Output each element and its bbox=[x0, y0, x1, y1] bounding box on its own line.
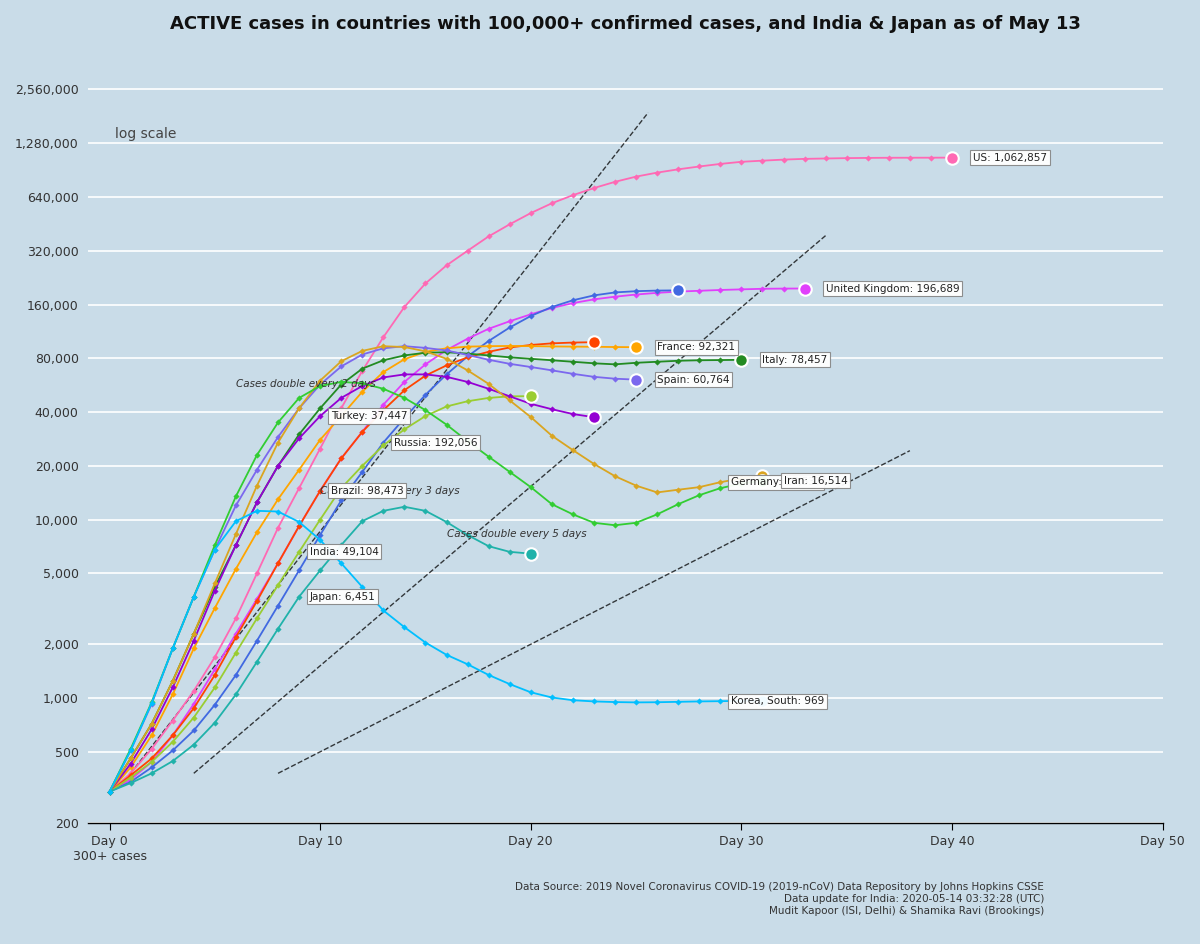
Text: log scale: log scale bbox=[115, 127, 176, 142]
Title: ACTIVE cases in countries with 100,000+ confirmed cases, and India & Japan as of: ACTIVE cases in countries with 100,000+ … bbox=[170, 15, 1081, 33]
Text: Japan: 6,451: Japan: 6,451 bbox=[310, 592, 376, 601]
Text: Spain: 60,764: Spain: 60,764 bbox=[658, 375, 730, 384]
Text: Brazil: 98,473: Brazil: 98,473 bbox=[331, 486, 403, 496]
Text: Iran: 16,514: Iran: 16,514 bbox=[784, 476, 847, 486]
Text: US: 1,062,857: US: 1,062,857 bbox=[973, 153, 1048, 162]
Text: Cases double every 3 days: Cases double every 3 days bbox=[320, 485, 460, 496]
Text: United Kingdom: 196,689: United Kingdom: 196,689 bbox=[826, 283, 959, 294]
Text: Italy: 78,457: Italy: 78,457 bbox=[762, 355, 828, 364]
Text: Germany: 17,537: Germany: 17,537 bbox=[731, 478, 822, 487]
Text: Cases double every 5 days: Cases double every 5 days bbox=[446, 529, 586, 539]
Text: Data Source: 2019 Novel Coronavirus COVID-19 (2019-nCoV) Data Repository by John: Data Source: 2019 Novel Coronavirus COVI… bbox=[515, 883, 1044, 916]
Text: Cases double every 2 days: Cases double every 2 days bbox=[236, 379, 376, 389]
Text: Russia: 192,056: Russia: 192,056 bbox=[394, 438, 478, 447]
Text: Turkey: 37,447: Turkey: 37,447 bbox=[331, 411, 407, 421]
Text: Korea, South: 969: Korea, South: 969 bbox=[731, 696, 824, 706]
Text: India: 49,104: India: 49,104 bbox=[310, 547, 378, 557]
Text: France: 92,321: France: 92,321 bbox=[658, 342, 736, 352]
